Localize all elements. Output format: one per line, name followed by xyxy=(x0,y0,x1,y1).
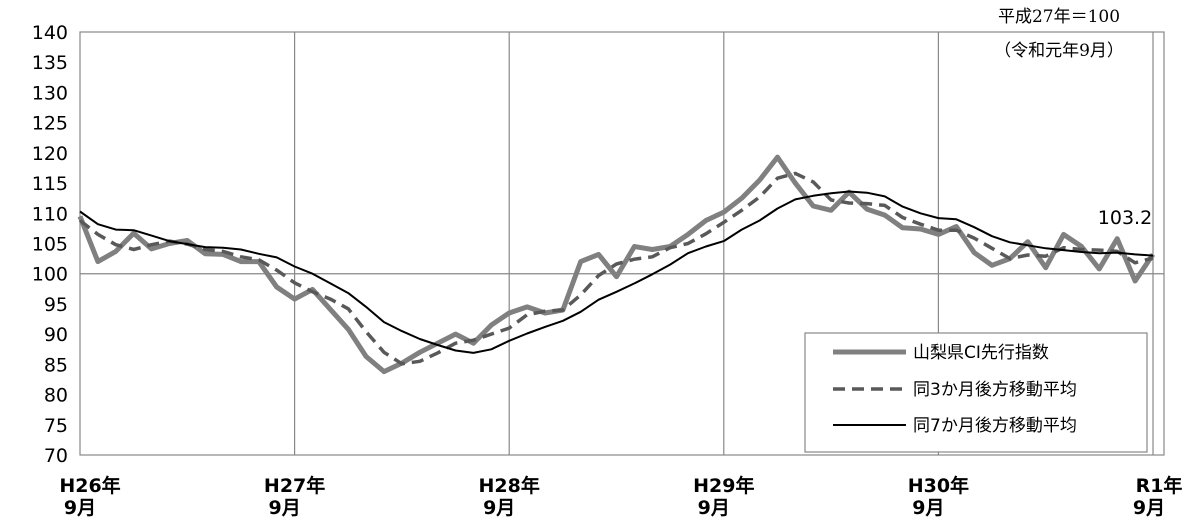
y-axis-ticks: 70 75 80 85 90 95 100 105 110 115 120 125 130 135 140 xyxy=(32,22,68,467)
x-tick-label-4-line1: H30年 xyxy=(908,474,969,497)
y-tick-label-95: 95 xyxy=(44,294,68,316)
unit-note-line2: （令和元年9月） xyxy=(994,41,1124,61)
y-tick-label-105: 105 xyxy=(32,234,68,256)
y-tick-label-115: 115 xyxy=(32,173,68,195)
series-line-1 xyxy=(78,171,1154,366)
gridlines xyxy=(80,32,1164,455)
series-1 xyxy=(78,171,1154,366)
y-tick-label-140: 140 xyxy=(32,22,68,44)
y-tick-label-80: 80 xyxy=(44,385,68,407)
x-tick-label-0-line1: H26年 xyxy=(59,474,120,497)
legend-label-ci: 山梨県CI先行指数 xyxy=(913,343,1049,363)
y-tick-label-100: 100 xyxy=(32,264,68,286)
x-tick-label-3-line2: 9月 xyxy=(698,497,730,519)
y-tick-label-120: 120 xyxy=(32,143,68,165)
series-2 xyxy=(79,190,1154,354)
series-layer xyxy=(77,154,1156,375)
x-tick-label-5-line1: R1年 xyxy=(1136,474,1183,497)
y-tick-label-110: 110 xyxy=(32,203,68,225)
y-tick-label-75: 75 xyxy=(44,415,68,437)
x-tick-label-0-line2: 9月 xyxy=(64,497,96,519)
x-tick-label-3-line1: H29年 xyxy=(693,474,754,497)
y-tick-label-130: 130 xyxy=(32,82,68,104)
x-tick-label-4-line2: 9月 xyxy=(912,497,944,519)
y-tick-label-125: 125 xyxy=(32,113,68,135)
legend-label-7m: 同7か月後方移動平均 xyxy=(913,416,1077,436)
y-tick-label-70: 70 xyxy=(44,445,68,467)
unit-note-line1: 平成27年＝100 xyxy=(998,7,1120,27)
series-line-2 xyxy=(79,190,1154,354)
x-tick-label-5-line2: 9月 xyxy=(1133,497,1165,519)
y-tick-label-90: 90 xyxy=(44,324,68,346)
y-tick-label-85: 85 xyxy=(44,354,68,376)
y-tick-label-135: 135 xyxy=(32,52,68,74)
x-tick-label-2-line1: H28年 xyxy=(479,474,540,497)
x-tick-label-2-line2: 9月 xyxy=(483,497,515,519)
x-tick-label-1-line1: H27年 xyxy=(264,474,325,497)
legend-label-3m: 同3か月後方移動平均 xyxy=(913,380,1077,400)
legend: 山梨県CI先行指数 同3か月後方移動平均 同7か月後方移動平均 xyxy=(804,332,1148,453)
x-tick-label-1-line2: 9月 xyxy=(268,497,300,519)
latest-value-label: 103.2 xyxy=(1098,207,1152,229)
